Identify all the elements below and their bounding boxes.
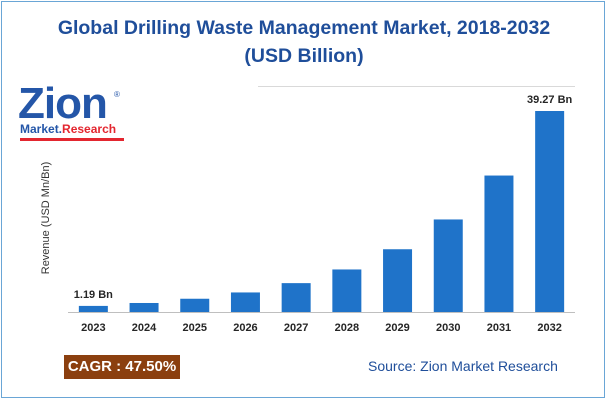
- bar-2029: [383, 249, 413, 312]
- data-labels: 1.19 Bn 39.27 Bn: [74, 94, 573, 301]
- cagr-badge: CAGR : 47.50%: [64, 355, 180, 379]
- x-tick-2030: 2030: [436, 322, 460, 334]
- bar-2024: [129, 302, 159, 312]
- data-label-2023: 1.19 Bn: [74, 289, 113, 301]
- bar-2028: [332, 269, 362, 312]
- x-tick-2024: 2024: [132, 322, 157, 334]
- bar-2031: [484, 175, 514, 312]
- chart-title: Global Drilling Waste Management Market,…: [0, 14, 608, 70]
- data-label-2032: 39.27 Bn: [527, 94, 573, 106]
- title-line-2: (USD Billion): [244, 45, 364, 67]
- title-line-1: Global Drilling Waste Management Market,…: [57, 17, 551, 39]
- zion-logo: Zion ® Market.Research: [18, 82, 126, 142]
- logo-sub-market: Market.: [20, 122, 63, 136]
- bar-2023: [78, 305, 108, 312]
- x-tick-2029: 2029: [385, 322, 409, 334]
- x-tick-2025: 2025: [183, 322, 207, 334]
- x-tick-2027: 2027: [284, 322, 308, 334]
- logo-subtitle: Market.Research: [20, 122, 116, 136]
- bar-2026: [230, 292, 260, 312]
- x-tick-2032: 2032: [537, 322, 561, 334]
- x-tick-2031: 2031: [487, 322, 511, 334]
- bar-2032: [535, 111, 565, 312]
- x-tick-2028: 2028: [335, 322, 359, 334]
- x-tick-labels: 2023 2024 2025 2026 2027 2028 2029 2030 2031 2032: [81, 322, 562, 334]
- logo-underline: [20, 138, 124, 141]
- source-note: Source: Zion Market Research: [368, 358, 558, 374]
- logo-brand: Zion: [18, 79, 108, 128]
- logo-sub-research: Research: [62, 122, 117, 136]
- bar-2025: [180, 298, 210, 312]
- bars-group: [78, 111, 565, 312]
- x-tick-2026: 2026: [233, 322, 257, 334]
- logo-registered-mark: ®: [114, 90, 120, 99]
- bar-2027: [281, 283, 311, 312]
- bar-2030: [433, 219, 463, 312]
- x-tick-2023: 2023: [81, 322, 105, 334]
